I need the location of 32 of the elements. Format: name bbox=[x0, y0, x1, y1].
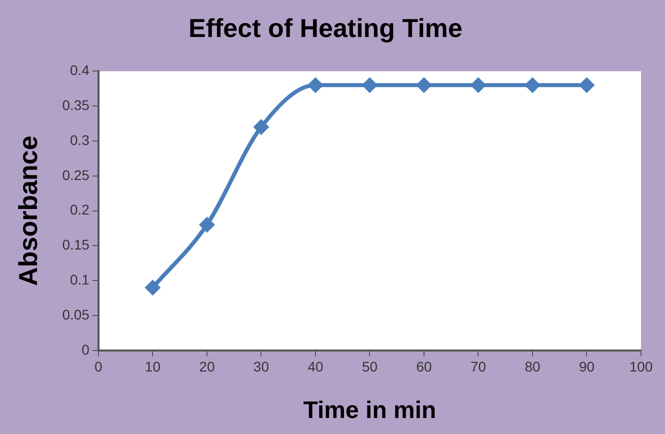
point bbox=[144, 280, 161, 296]
x-tick-label: 0 bbox=[94, 358, 103, 375]
y-tick-label: 0.25 bbox=[62, 166, 90, 183]
y-tick-label: 0.35 bbox=[62, 96, 90, 113]
point bbox=[362, 77, 378, 94]
x-tick-label: 80 bbox=[524, 358, 540, 375]
y-tick-label: 0.1 bbox=[70, 271, 90, 288]
x-tick-label: 100 bbox=[629, 358, 653, 375]
x-tick-label: 40 bbox=[308, 358, 324, 375]
point bbox=[470, 77, 486, 94]
y-tick-label: 0 bbox=[82, 341, 90, 358]
chart-title: Effect of Heating Time bbox=[188, 12, 463, 43]
x-tick-label: 10 bbox=[144, 358, 161, 375]
point bbox=[578, 77, 595, 94]
y-tick-label: 0.3 bbox=[70, 132, 90, 148]
point bbox=[307, 77, 324, 94]
x-tick-label: 60 bbox=[416, 358, 432, 375]
point bbox=[524, 77, 540, 94]
x-tick-label: 90 bbox=[578, 358, 595, 375]
y-tick-label: 0.2 bbox=[70, 202, 90, 218]
x-tick-label: 70 bbox=[470, 358, 486, 375]
point bbox=[198, 216, 215, 233]
y-axis-title: Absorbance bbox=[12, 136, 43, 286]
point bbox=[416, 77, 432, 94]
x-axis-title: Time in min bbox=[303, 397, 436, 424]
x-tick-label: 50 bbox=[362, 358, 378, 375]
point bbox=[253, 119, 270, 136]
y-tick-label: 0.15 bbox=[62, 236, 90, 253]
y-tick-label: 0.05 bbox=[62, 306, 90, 322]
y-tick-label: 0.4 bbox=[70, 62, 90, 78]
x-tick-label: 30 bbox=[253, 358, 270, 375]
x-tick-label: 20 bbox=[199, 358, 215, 375]
